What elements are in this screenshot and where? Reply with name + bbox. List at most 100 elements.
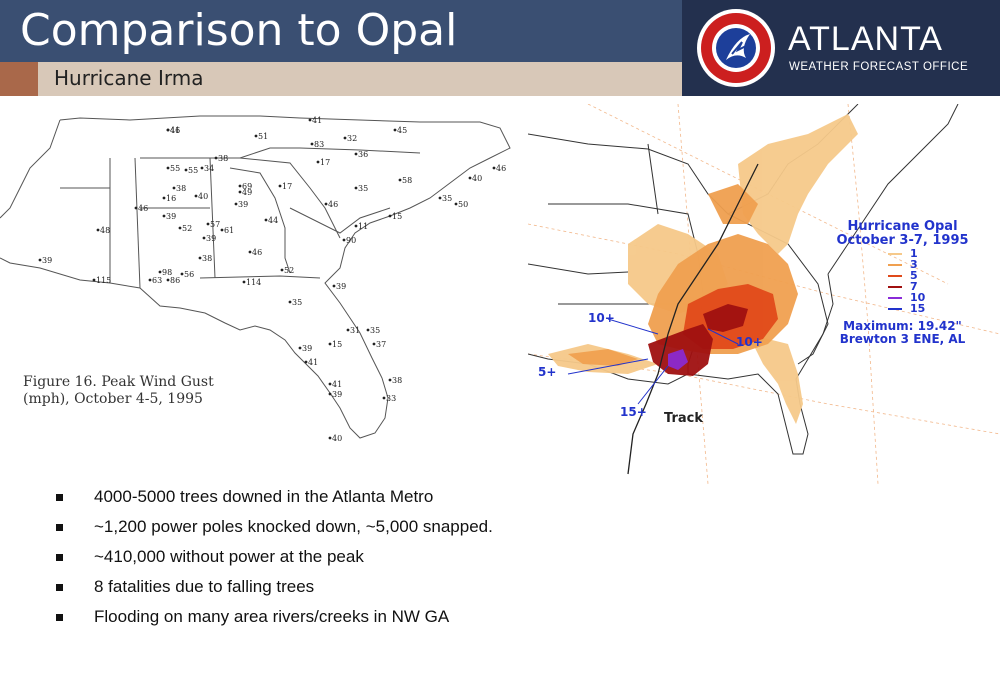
legend-row: 5 — [810, 270, 995, 281]
slide-subtitle: Hurricane Irma — [54, 66, 204, 90]
legend-swatch — [888, 286, 902, 288]
station-label: 38 — [392, 376, 402, 385]
station-dot — [242, 280, 246, 284]
logo-city: ATLANTA — [788, 20, 943, 58]
station-label: 31 — [350, 326, 360, 335]
bullet-text: 8 fatalities due to falling trees — [94, 577, 315, 596]
subtitle-accent — [0, 62, 38, 96]
station-label: 40 — [332, 434, 342, 443]
bullet-marker — [56, 554, 63, 561]
station-label: 69 — [242, 182, 252, 191]
station-dot — [220, 228, 224, 232]
figure-caption: Figure 16. Peak Wind Gust (mph), October… — [23, 374, 214, 408]
bullet-text: ~1,200 power poles knocked down, ~5,000 … — [94, 517, 493, 536]
legend-value: 1 — [910, 247, 918, 260]
station-dot — [288, 300, 292, 304]
legend-value: 10 — [910, 291, 926, 304]
station-label: 39 — [166, 212, 176, 221]
station-dot — [166, 128, 170, 132]
station-dot — [393, 128, 397, 132]
station-dot — [96, 228, 100, 232]
legend-value: 15 — [910, 302, 926, 315]
station-dot — [372, 342, 376, 346]
track-label: Track — [664, 411, 703, 426]
station-label: 48 — [100, 226, 110, 235]
contour-label-2: 10+ — [736, 335, 763, 349]
station-label: 52 — [182, 224, 192, 233]
station-dot — [354, 224, 358, 228]
legend-value: 7 — [910, 280, 918, 293]
bullet-text: Flooding on many area rivers/creeks in N… — [94, 607, 450, 626]
bullet-item: Flooding on many area rivers/creeks in N… — [56, 606, 496, 628]
station-label: 40 — [472, 174, 482, 183]
contour-label-1: 10+ — [588, 311, 615, 325]
station-label: 39 — [336, 282, 346, 291]
station-label: 17 — [320, 158, 330, 167]
station-label: 16 — [166, 194, 176, 203]
station-label: 51 — [258, 132, 268, 141]
station-dot — [316, 160, 320, 164]
legend-dates: October 3-7, 1995 — [836, 233, 969, 248]
legend-swatch — [888, 264, 902, 266]
station-dot — [206, 222, 210, 226]
station-dot — [254, 134, 258, 138]
station-label: 37 — [376, 340, 386, 349]
station-label: 35 — [442, 194, 452, 203]
station-dot — [343, 136, 347, 140]
legend-rows: 1 3 5 7 10 15 — [810, 248, 995, 314]
legend-row: 3 — [810, 259, 995, 270]
station-dot — [194, 194, 198, 198]
station-dot — [298, 346, 302, 350]
station-dot — [354, 152, 358, 156]
bullet-text: ~410,000 without power at the peak — [94, 547, 364, 566]
slide-title: Comparison to Opal — [20, 5, 458, 56]
station-dot — [248, 250, 252, 254]
bullet-item: ~410,000 without power at the peak — [56, 546, 496, 568]
station-label: 44 — [268, 216, 278, 225]
station-dot — [134, 206, 138, 210]
station-dot — [148, 278, 152, 282]
station-dot — [438, 196, 442, 200]
contour-label-3: 5+ — [538, 365, 556, 379]
station-label: 38 — [218, 154, 228, 163]
opal-legend: Hurricane Opal October 3-7, 1995 1 3 5 7 10 1… — [810, 220, 995, 346]
station-label: 41 — [332, 380, 342, 389]
station-dot — [166, 166, 170, 170]
bullet-item: ~1,200 power poles knocked down, ~5,000 … — [56, 516, 496, 538]
station-dot — [238, 184, 242, 188]
station-label: 33 — [386, 394, 396, 403]
station-label: 86 — [170, 276, 180, 285]
station-label: 41 — [308, 358, 318, 367]
station-label: 36 — [358, 150, 368, 159]
station-label: 46 — [138, 204, 148, 213]
station-dot — [92, 278, 96, 282]
station-dot — [398, 178, 402, 182]
station-label: 39 — [302, 344, 312, 353]
station-label: 15 — [392, 212, 402, 221]
station-dot — [328, 382, 332, 386]
station-dot — [178, 226, 182, 230]
station-dot — [198, 256, 202, 260]
station-label: 35 — [358, 184, 368, 193]
legend-row: 10 — [810, 292, 995, 303]
station-label: 15 — [332, 340, 342, 349]
station-dot — [308, 118, 312, 122]
station-dot — [468, 176, 472, 180]
station-dot — [304, 360, 308, 364]
station-label: 46 — [496, 164, 506, 173]
station-label: 34 — [204, 164, 214, 173]
legend-swatch — [888, 297, 902, 299]
station-dot — [328, 342, 332, 346]
station-label: 38 — [202, 254, 212, 263]
station-label: 63 — [152, 276, 162, 285]
station-dot — [454, 202, 458, 206]
legend-swatch — [888, 308, 902, 310]
station-dot — [280, 268, 284, 272]
station-label: 39 — [42, 256, 52, 265]
legend-row: 7 — [810, 281, 995, 292]
legend-row: 15 — [810, 303, 995, 314]
legend-value: 3 — [910, 258, 918, 271]
station-dot — [38, 258, 42, 262]
station-label: 11 — [358, 222, 368, 231]
